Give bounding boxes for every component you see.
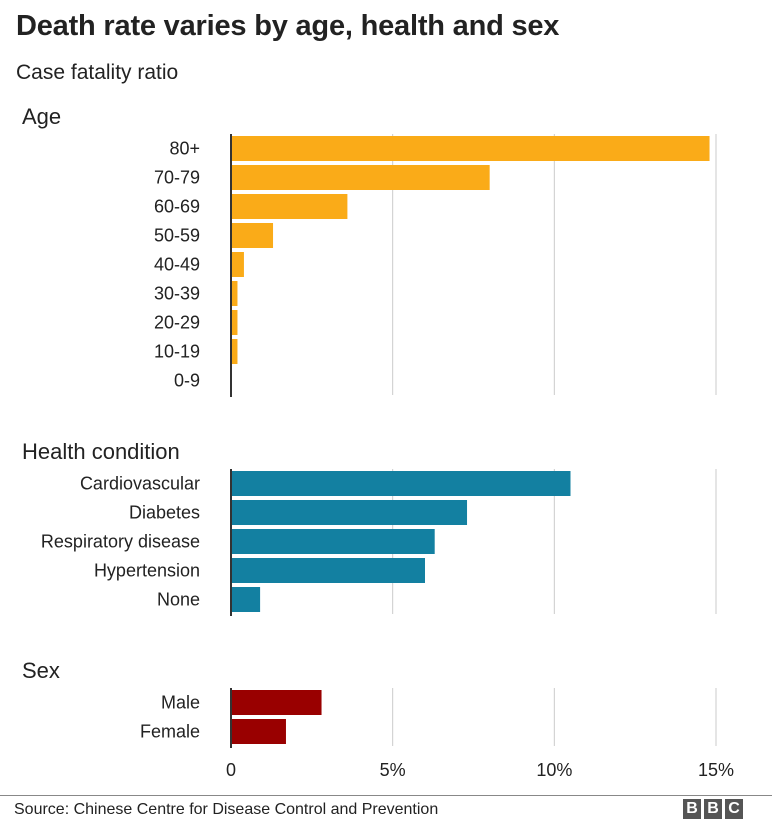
category-label: Cardiovascular <box>80 474 200 494</box>
category-label: Female <box>140 722 200 742</box>
bar <box>231 558 425 583</box>
source-note: Source: Chinese Centre for Disease Contr… <box>14 801 439 818</box>
bar <box>231 252 244 277</box>
bar-chart: Age 80+ 70-79 60-69 50-59 40-49 30-39 20-29 10-1… <box>22 104 734 780</box>
bar <box>231 587 261 612</box>
footer-divider <box>0 795 772 796</box>
panel-heading: Age <box>22 104 61 129</box>
bar <box>231 194 348 219</box>
logo-block: B <box>704 799 722 819</box>
footer: Source: Chinese Centre for Disease Contr… <box>0 795 772 832</box>
category-label: Hypertension <box>94 561 200 581</box>
bar <box>231 471 571 496</box>
logo-block: C <box>725 799 743 819</box>
bar <box>231 690 322 715</box>
category-label: 30-39 <box>154 284 200 304</box>
bar <box>231 223 274 248</box>
category-label: 80+ <box>169 139 200 159</box>
category-label: 40-49 <box>154 255 200 275</box>
bbc-logo: B B C <box>683 799 743 819</box>
chart-title: Death rate varies by age, health and sex <box>16 10 560 42</box>
x-tick-label: 15% <box>698 760 734 780</box>
category-label: Male <box>161 693 200 713</box>
bar <box>231 529 435 554</box>
x-tick-label: 10% <box>536 760 572 780</box>
category-label: Respiratory disease <box>41 532 200 552</box>
category-label: 0-9 <box>174 371 200 391</box>
x-tick-label: 0 <box>226 760 236 780</box>
chart-subtitle: Case fatality ratio <box>16 61 179 84</box>
category-label: 60-69 <box>154 197 200 217</box>
bar <box>231 165 490 190</box>
category-label: 20-29 <box>154 313 200 333</box>
category-label: 10-19 <box>154 342 200 362</box>
bar <box>231 500 468 525</box>
x-tick-label: 5% <box>380 760 406 780</box>
panel-heading: Sex <box>22 658 60 683</box>
category-label: None <box>157 590 200 610</box>
logo-block: B <box>683 799 701 819</box>
category-label: Diabetes <box>129 503 200 523</box>
bar <box>231 719 286 744</box>
category-label: 50-59 <box>154 226 200 246</box>
bar <box>231 136 710 161</box>
panel-heading: Health condition <box>22 439 180 464</box>
category-label: 70-79 <box>154 168 200 188</box>
bar <box>231 281 238 306</box>
bar <box>231 339 238 364</box>
bar <box>231 310 238 335</box>
